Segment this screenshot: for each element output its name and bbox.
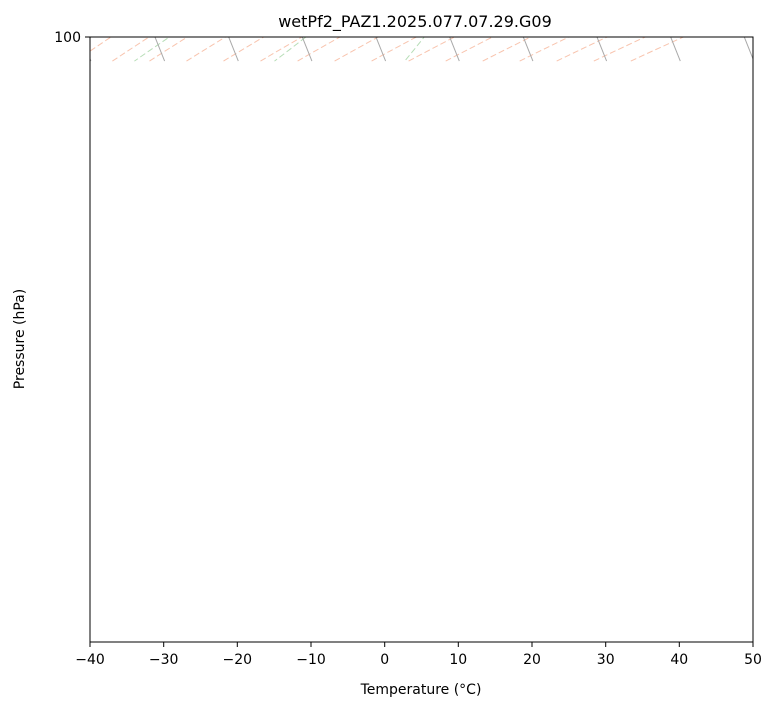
x-tick-label: 50 (744, 652, 762, 668)
y-axis-ticks: 1002003004005006007008009001000 (54, 30, 90, 46)
x-tick-label: −10 (296, 652, 326, 668)
x-tick-label: 0 (380, 652, 389, 668)
x-tick-label: 20 (523, 652, 541, 668)
x-tick-label: −30 (149, 652, 179, 668)
chart-title: wetPf2_PAZ1.2025.077.07.29.G09 (278, 12, 552, 32)
plot-frame (89, 36, 754, 643)
x-axis-ticks: −40 −30 −20 −10 0 10 20 30 40 50 (75, 642, 762, 668)
y-axis-label: Pressure (hPa) (12, 289, 28, 389)
x-axis-label: Temperature (°C) (360, 682, 482, 698)
x-tick-label: 30 (597, 652, 615, 668)
x-tick-label: 10 (449, 652, 467, 668)
y-tick-label: 100 (54, 30, 81, 46)
x-tick-label: 40 (670, 652, 688, 668)
x-tick-label: −40 (75, 652, 105, 668)
x-tick-label: −20 (223, 652, 253, 668)
